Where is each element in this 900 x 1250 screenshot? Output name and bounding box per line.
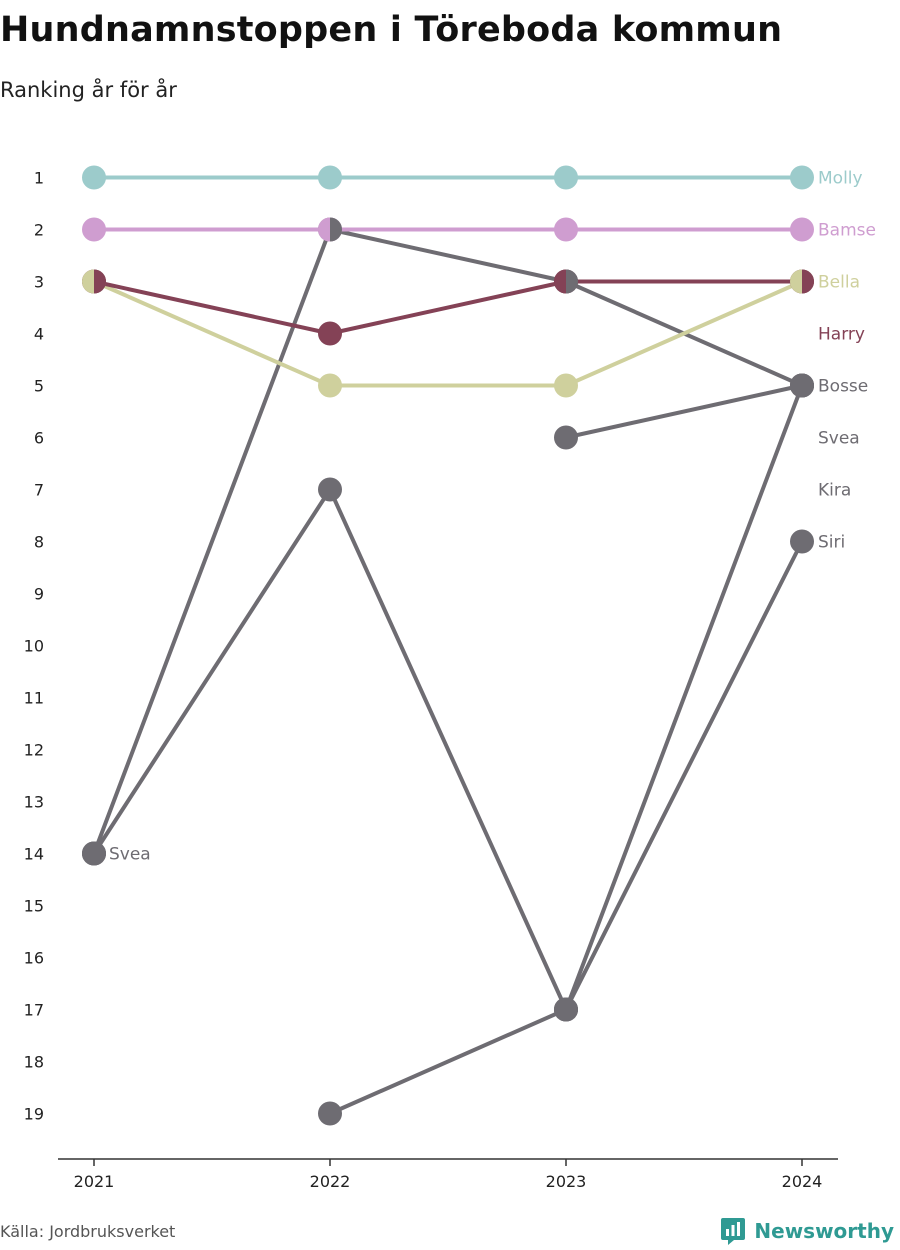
x-axis: 2021 2022 2023 2024 — [58, 1158, 838, 1191]
point-siri — [790, 529, 814, 554]
point-bamse — [790, 217, 814, 242]
point-svea-half — [554, 997, 566, 1022]
source-note: Källa: Jordbruksverket — [0, 1222, 176, 1241]
brand-name: Newsworthy — [754, 1219, 894, 1243]
series-line-bella — [92, 279, 804, 388]
y-tick-label: 14 — [24, 845, 44, 864]
y-tick-label: 15 — [24, 897, 44, 916]
point-harry-half — [554, 269, 566, 294]
point-kira — [554, 425, 578, 450]
point-bosse-half — [790, 373, 802, 398]
point-harry-half — [802, 269, 814, 294]
point-bamse — [554, 217, 578, 242]
point-bella — [318, 373, 342, 398]
brand-logo: Newsworthy — [720, 1216, 894, 1246]
x-tick-label: 2024 — [782, 1172, 823, 1191]
point-harry-half — [94, 269, 107, 294]
end-label-bosse: Bosse — [818, 377, 868, 397]
y-tick-label: 9 — [34, 585, 44, 604]
x-tick-label: 2021 — [74, 1172, 115, 1191]
end-label-molly: Molly — [818, 169, 863, 189]
point-bosse-half — [82, 841, 94, 866]
end-label-kira: Kira — [818, 481, 851, 501]
point-bamse-half — [318, 217, 330, 242]
point-molly — [554, 165, 578, 190]
series-line-siri — [328, 539, 804, 1116]
point-harry — [318, 321, 342, 346]
y-tick-label: 11 — [24, 689, 44, 708]
y-tick-label: 18 — [24, 1053, 44, 1072]
point-svea — [318, 477, 342, 502]
point-molly — [790, 165, 814, 190]
y-tick-label: 8 — [34, 533, 44, 552]
point-svea-half — [94, 841, 107, 866]
point-molly — [318, 165, 342, 190]
point-bella — [554, 373, 578, 398]
x-tick-label: 2022 — [310, 1172, 351, 1191]
series-line-kira — [564, 383, 804, 440]
y-tick-label: 2 — [34, 221, 44, 240]
end-label-bella: Bella — [818, 273, 860, 293]
end-label-harry: Harry — [818, 325, 865, 345]
y-tick-label: 10 — [24, 637, 44, 656]
end-label-svea: Svea — [818, 429, 860, 449]
y-tick-label: 4 — [34, 325, 44, 344]
y-tick-label: 16 — [24, 949, 44, 968]
series-labels: Molly Bamse Bella Harry Bosse Svea Kira Siri Sve… — [109, 169, 876, 865]
series-line-bosse — [92, 227, 804, 856]
newsworthy-icon — [721, 1218, 746, 1245]
series-lines — [92, 175, 804, 1116]
y-tick-label: 17 — [24, 1001, 44, 1020]
y-tick-label: 12 — [24, 741, 44, 760]
y-tick-label: 1 — [34, 169, 44, 188]
point-siri — [318, 1101, 342, 1126]
chart-subtitle: Ranking år för år — [0, 78, 177, 102]
y-tick-label: 19 — [24, 1105, 44, 1124]
series-line-svea — [92, 383, 804, 1012]
point-molly — [82, 165, 106, 190]
y-tick-label: 5 — [34, 377, 44, 396]
y-tick-label: 13 — [24, 793, 44, 812]
series-points — [82, 165, 814, 1126]
point-svea-half — [802, 373, 814, 398]
y-tick-label: 7 — [34, 481, 44, 500]
end-label-bamse: Bamse — [818, 221, 876, 241]
annotation-label: Svea — [109, 845, 151, 865]
series-line-harry — [92, 279, 804, 336]
point-bosse-half — [330, 217, 342, 242]
chart-title: Hundnamnstoppen i Töreboda kommun — [0, 10, 783, 50]
y-tick-label: 3 — [34, 273, 44, 292]
end-label-siri: Siri — [818, 533, 845, 553]
point-siri-half — [566, 997, 578, 1022]
point-bella-half — [790, 269, 802, 294]
point-bella-half — [82, 269, 94, 294]
x-tick-label: 2023 — [546, 1172, 587, 1191]
y-tick-label: 6 — [34, 429, 44, 448]
point-bamse — [82, 217, 106, 242]
point-bosse-half — [566, 269, 578, 294]
